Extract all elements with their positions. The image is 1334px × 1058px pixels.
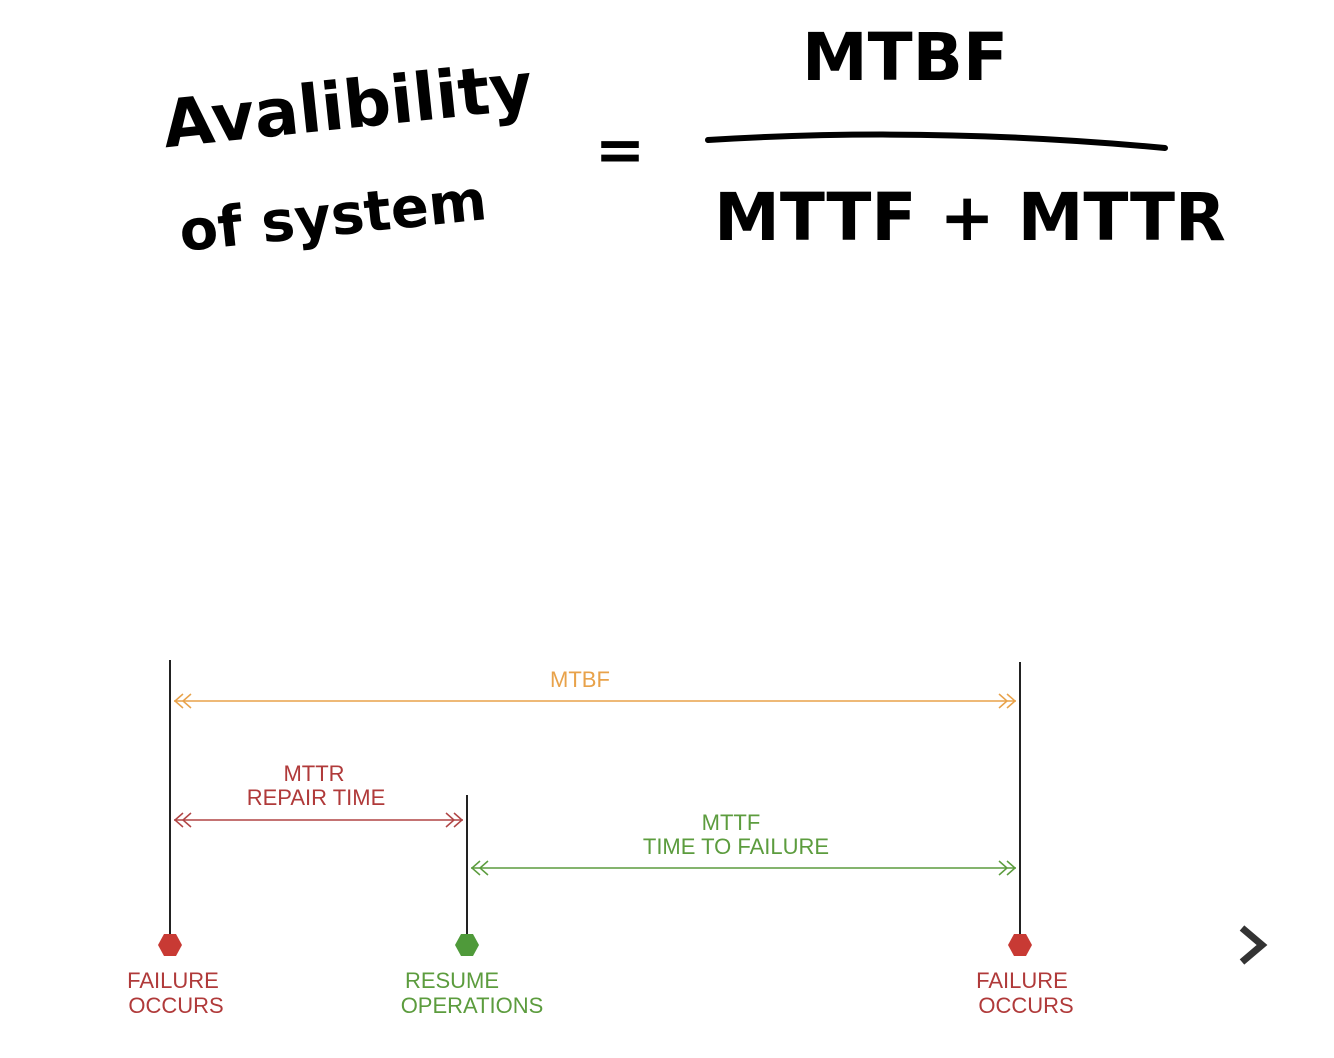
span-arrow	[470, 860, 1017, 876]
span-arrow	[173, 812, 464, 828]
event-label: FAILURE	[976, 968, 1068, 993]
event-label: OCCURS	[128, 993, 223, 1018]
formula-lhs: of system	[176, 168, 490, 265]
event-label: FAILURE	[127, 968, 219, 993]
span-label: TIME TO FAILURE	[643, 834, 829, 859]
span-label: REPAIR TIME	[247, 785, 386, 810]
event-label: OCCURS	[978, 993, 1073, 1018]
event-marker	[455, 934, 479, 956]
event-marker	[1008, 934, 1032, 956]
span-label: MTBF	[550, 667, 610, 692]
event-label: RESUME	[405, 968, 499, 993]
span-arrow	[173, 693, 1017, 709]
span-label: MTTR	[283, 761, 344, 786]
formula-numerator: MTBF	[802, 19, 1008, 96]
event-label: OPERATIONS	[401, 993, 544, 1018]
axis-arrow	[1239, 925, 1268, 965]
formula-lhs: Avalibility	[159, 48, 536, 163]
event-marker	[158, 934, 182, 956]
span-label: MTTF	[702, 810, 761, 835]
formula-denominator: MTTF + MTTR	[714, 179, 1226, 256]
fraction-line	[705, 131, 1168, 151]
formula-equals: =	[595, 115, 645, 185]
